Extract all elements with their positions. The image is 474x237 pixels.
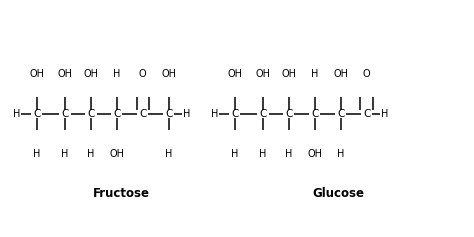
Text: OH: OH — [109, 149, 124, 159]
Text: H: H — [61, 149, 69, 159]
Text: C: C — [337, 109, 344, 119]
Text: OH: OH — [282, 69, 296, 79]
Text: OH: OH — [57, 69, 73, 79]
Text: O: O — [139, 69, 146, 79]
Text: H: H — [381, 109, 388, 119]
Text: H: H — [285, 149, 292, 159]
Text: OH: OH — [307, 149, 322, 159]
Text: C: C — [113, 109, 120, 119]
Text: C: C — [311, 109, 319, 119]
Text: H: H — [259, 149, 266, 159]
Text: C: C — [259, 109, 266, 119]
Text: C: C — [33, 109, 40, 119]
Text: Glucose: Glucose — [312, 187, 365, 200]
Text: C: C — [61, 109, 69, 119]
Text: H: H — [183, 109, 190, 119]
Text: C: C — [87, 109, 95, 119]
Text: H: H — [13, 109, 20, 119]
Text: H: H — [113, 69, 120, 79]
Text: O: O — [363, 69, 370, 79]
Text: H: H — [231, 149, 238, 159]
Text: OH: OH — [255, 69, 271, 79]
Text: OH: OH — [161, 69, 176, 79]
Text: H: H — [33, 149, 40, 159]
Text: H: H — [337, 149, 344, 159]
Text: H: H — [211, 109, 218, 119]
Text: OH: OH — [29, 69, 44, 79]
Text: C: C — [139, 109, 146, 119]
Text: C: C — [285, 109, 292, 119]
Text: OH: OH — [227, 69, 242, 79]
Text: H: H — [165, 149, 173, 159]
Text: H: H — [311, 69, 319, 79]
Text: C: C — [165, 109, 173, 119]
Text: OH: OH — [333, 69, 348, 79]
Text: C: C — [231, 109, 238, 119]
Text: OH: OH — [83, 69, 99, 79]
Text: Fructose: Fructose — [93, 187, 150, 200]
Text: H: H — [87, 149, 95, 159]
Text: C: C — [363, 109, 370, 119]
